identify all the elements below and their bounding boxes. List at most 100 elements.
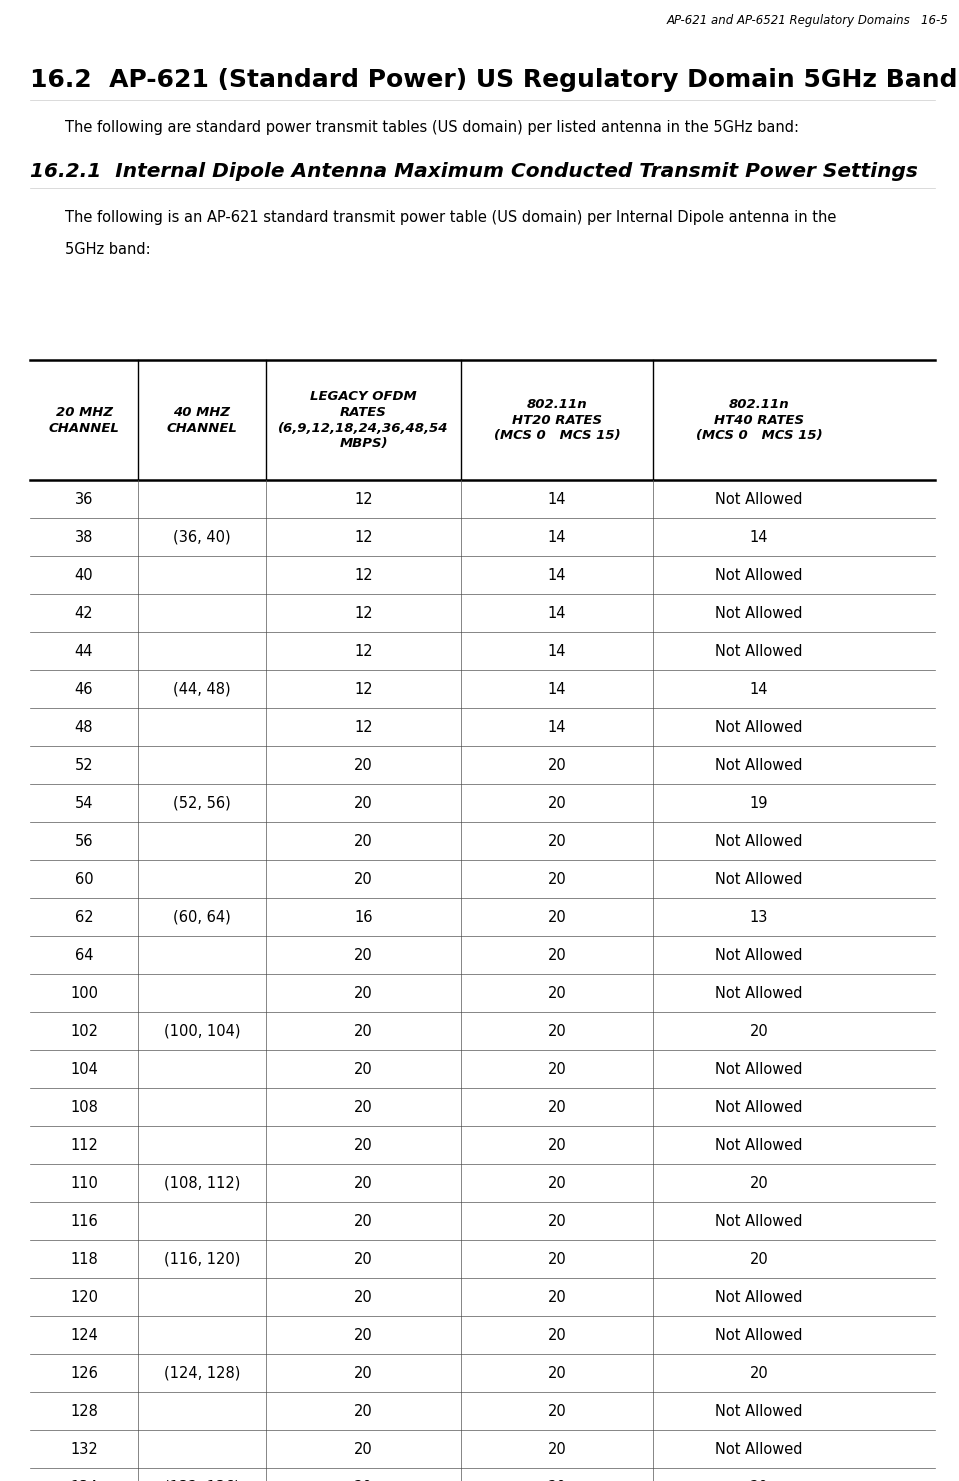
Text: The following is an AP-621 standard transmit power table (US domain) per Interna: The following is an AP-621 standard tran… xyxy=(65,210,836,225)
Text: (60, 64): (60, 64) xyxy=(174,909,231,924)
Text: 20: 20 xyxy=(548,871,567,887)
Text: 40 MHZ
CHANNEL: 40 MHZ CHANNEL xyxy=(167,406,238,434)
Text: 48: 48 xyxy=(75,720,93,735)
Text: Not Allowed: Not Allowed xyxy=(715,757,803,773)
Text: Not Allowed: Not Allowed xyxy=(715,720,803,735)
Text: 12: 12 xyxy=(354,644,373,659)
Text: 20: 20 xyxy=(548,1441,567,1456)
Text: LEGACY OFDM
RATES
(6,9,12,18,24,36,48,54
MBPS): LEGACY OFDM RATES (6,9,12,18,24,36,48,54… xyxy=(278,390,449,450)
Text: 20: 20 xyxy=(354,1137,373,1152)
Text: 64: 64 xyxy=(75,948,93,963)
Text: 116: 116 xyxy=(70,1213,98,1229)
Text: 20: 20 xyxy=(548,909,567,924)
Text: 38: 38 xyxy=(75,530,93,545)
Text: 14: 14 xyxy=(548,720,566,735)
Text: 12: 12 xyxy=(354,681,373,696)
Text: AP-621 and AP-6521 Regulatory Domains   16-5: AP-621 and AP-6521 Regulatory Domains 16… xyxy=(667,13,948,27)
Text: 16.2.1  Internal Dipole Antenna Maximum Conducted Transmit Power Settings: 16.2.1 Internal Dipole Antenna Maximum C… xyxy=(30,161,918,181)
Text: Not Allowed: Not Allowed xyxy=(715,1213,803,1229)
Text: 14: 14 xyxy=(548,644,566,659)
Text: Not Allowed: Not Allowed xyxy=(715,1099,803,1115)
Text: 20: 20 xyxy=(354,871,373,887)
Text: 14: 14 xyxy=(548,681,566,696)
Text: 20: 20 xyxy=(750,1365,768,1380)
Text: Not Allowed: Not Allowed xyxy=(715,1404,803,1419)
Text: 802.11n
HT40 RATES
(MCS 0   MCS 15): 802.11n HT40 RATES (MCS 0 MCS 15) xyxy=(695,397,822,443)
Text: 20: 20 xyxy=(354,795,373,810)
Text: 14: 14 xyxy=(750,530,768,545)
Text: 12: 12 xyxy=(354,720,373,735)
Text: 20: 20 xyxy=(354,1062,373,1077)
Text: 20: 20 xyxy=(354,1441,373,1456)
Text: 20: 20 xyxy=(548,1062,567,1077)
Text: (44, 48): (44, 48) xyxy=(174,681,231,696)
Text: 20: 20 xyxy=(548,1176,567,1191)
Text: 20: 20 xyxy=(548,1365,567,1380)
Text: Not Allowed: Not Allowed xyxy=(715,1441,803,1456)
Text: Not Allowed: Not Allowed xyxy=(715,1062,803,1077)
Text: 20: 20 xyxy=(548,795,567,810)
Text: 14: 14 xyxy=(548,606,566,621)
Text: 20: 20 xyxy=(548,1404,567,1419)
Text: 20: 20 xyxy=(548,1137,567,1152)
Text: 20: 20 xyxy=(354,1176,373,1191)
Text: 54: 54 xyxy=(75,795,93,810)
Text: 20: 20 xyxy=(750,1480,768,1481)
Text: 20: 20 xyxy=(354,1404,373,1419)
Text: 14: 14 xyxy=(548,567,566,582)
Text: 20: 20 xyxy=(548,985,567,1001)
Text: 20: 20 xyxy=(548,1290,567,1305)
Text: Not Allowed: Not Allowed xyxy=(715,834,803,849)
Text: 802.11n
HT20 RATES
(MCS 0   MCS 15): 802.11n HT20 RATES (MCS 0 MCS 15) xyxy=(494,397,620,443)
Text: 12: 12 xyxy=(354,530,373,545)
Text: 42: 42 xyxy=(75,606,93,621)
Text: Not Allowed: Not Allowed xyxy=(715,567,803,582)
Text: 104: 104 xyxy=(70,1062,98,1077)
Text: 110: 110 xyxy=(70,1176,98,1191)
Text: 120: 120 xyxy=(70,1290,98,1305)
Text: 102: 102 xyxy=(70,1023,98,1038)
Text: 16.2  AP-621 (Standard Power) US Regulatory Domain 5GHz Band: 16.2 AP-621 (Standard Power) US Regulato… xyxy=(30,68,957,92)
Text: 124: 124 xyxy=(70,1327,98,1342)
Text: 118: 118 xyxy=(70,1251,98,1266)
Text: (124, 128): (124, 128) xyxy=(164,1365,240,1380)
Text: 20: 20 xyxy=(548,1099,567,1115)
Text: 62: 62 xyxy=(75,909,93,924)
Text: 14: 14 xyxy=(548,492,566,507)
Text: Not Allowed: Not Allowed xyxy=(715,1137,803,1152)
Text: 20: 20 xyxy=(354,1365,373,1380)
Text: 20: 20 xyxy=(354,834,373,849)
Text: 112: 112 xyxy=(70,1137,98,1152)
Text: 14: 14 xyxy=(750,681,768,696)
Text: (132, 136): (132, 136) xyxy=(164,1480,240,1481)
Text: The following are standard power transmit tables (US domain) per listed antenna : The following are standard power transmi… xyxy=(65,120,799,135)
Text: 12: 12 xyxy=(354,567,373,582)
Text: Not Allowed: Not Allowed xyxy=(715,871,803,887)
Text: (116, 120): (116, 120) xyxy=(164,1251,240,1266)
Text: 132: 132 xyxy=(70,1441,98,1456)
Text: Not Allowed: Not Allowed xyxy=(715,606,803,621)
Text: 20: 20 xyxy=(354,757,373,773)
Text: 5GHz band:: 5GHz band: xyxy=(65,241,151,258)
Text: 44: 44 xyxy=(75,644,93,659)
Text: 108: 108 xyxy=(70,1099,98,1115)
Text: 56: 56 xyxy=(75,834,93,849)
Text: 100: 100 xyxy=(70,985,98,1001)
Text: 20: 20 xyxy=(354,1213,373,1229)
Text: Not Allowed: Not Allowed xyxy=(715,985,803,1001)
Text: 20: 20 xyxy=(354,1251,373,1266)
Text: 20: 20 xyxy=(354,1023,373,1038)
Text: 20: 20 xyxy=(354,985,373,1001)
Text: 20: 20 xyxy=(354,1099,373,1115)
Text: 36: 36 xyxy=(75,492,93,507)
Text: Not Allowed: Not Allowed xyxy=(715,644,803,659)
Text: 20 MHZ
CHANNEL: 20 MHZ CHANNEL xyxy=(49,406,120,434)
Text: Not Allowed: Not Allowed xyxy=(715,492,803,507)
Text: (100, 104): (100, 104) xyxy=(164,1023,241,1038)
Text: (36, 40): (36, 40) xyxy=(174,530,231,545)
Text: (52, 56): (52, 56) xyxy=(174,795,231,810)
Text: 16: 16 xyxy=(354,909,373,924)
Text: 46: 46 xyxy=(75,681,93,696)
Text: 20: 20 xyxy=(354,1480,373,1481)
Text: 19: 19 xyxy=(750,795,768,810)
